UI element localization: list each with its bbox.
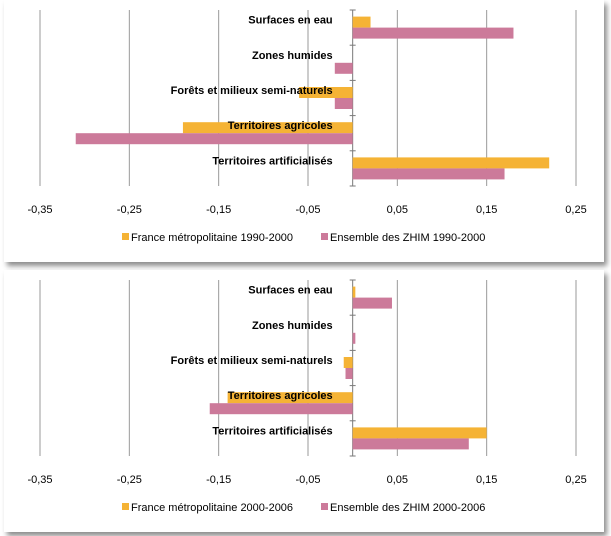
legend-label: Ensemble des ZHIM 2000-2006 [330,502,485,514]
category-label: Territoires agricoles [228,120,333,132]
bar-zhim-1 [352,332,356,344]
legend-swatch-zhim [321,233,328,240]
x-tick-label: -0,05 [295,474,320,486]
category-label: Territoires artificialisés [212,155,332,167]
bar-france-2 [343,357,353,368]
category-label: Forêts et milieux semi-naturels [171,85,333,97]
bar-chart-1990-2000: -0,35 -0,25 -0,15 -0,05 0,05 0,15 0,25 Surfaces… [27,9,587,244]
x-tick-label: -0,15 [206,474,231,486]
bar-france-4 [352,157,550,169]
chart-panel-1990-2000: -0,35 -0,25 -0,15 -0,05 0,05 0,15 0,25 Surfaces… [4,0,604,262]
bar-france-3 [182,122,353,134]
bar-zhim-0 [352,297,392,309]
bar-zhim-4 [352,168,505,180]
bar-france-0 [352,286,356,298]
chart-panel-2000-2006: -0,35 -0,25 -0,15 -0,05 0,05 0,15 0,25 Surfaces… [4,270,604,532]
x-tick-label: 0,15 [476,204,497,216]
bar-zhim-3 [209,403,353,415]
legend-label: Ensemble des ZHIM 1990-2000 [330,232,485,244]
category-label: Territoires agricoles [228,390,333,402]
bar-zhim-2 [345,368,353,379]
category-label: Surfaces en eau [248,15,332,27]
bar-france-2 [299,87,353,98]
x-tick-label: -0,25 [117,474,142,486]
bar-france-3 [227,392,353,404]
bar-zhim-4 [352,438,469,450]
x-tick-label: 0,05 [387,474,408,486]
x-tick-label: 0,25 [565,204,586,216]
bar-france-0 [352,16,371,28]
legend-swatch-zhim [321,503,328,510]
legend-label: France métropolitaine 1990-2000 [131,232,293,244]
x-tick-label: -0,15 [206,204,231,216]
x-tick-label: 0,25 [565,474,586,486]
bar-chart-2000-2006: -0,35 -0,25 -0,15 -0,05 0,05 0,15 0,25 Surfaces… [27,279,587,514]
bar-france-4 [352,427,487,439]
x-tick-label: -0,25 [117,204,142,216]
category-label: Forêts et milieux semi-naturels [171,355,333,367]
bar-zhim-3 [75,133,353,145]
x-tick-label: -0,35 [27,204,52,216]
legend-swatch-france [122,503,129,510]
x-tick-label: -0,35 [27,474,52,486]
category-label: Zones humides [252,50,333,62]
bar-zhim-0 [352,27,514,39]
bar-zhim-1 [334,62,353,74]
legend-label: France métropolitaine 2000-2006 [131,502,293,514]
x-tick-label: 0,15 [476,474,497,486]
bar-zhim-2 [334,98,353,109]
category-label: Surfaces en eau [248,285,332,297]
category-label: Territoires artificialisés [212,425,332,437]
x-tick-label: -0,05 [295,204,320,216]
x-tick-label: 0,05 [387,204,408,216]
category-label: Zones humides [252,320,333,332]
legend-swatch-france [122,233,129,240]
